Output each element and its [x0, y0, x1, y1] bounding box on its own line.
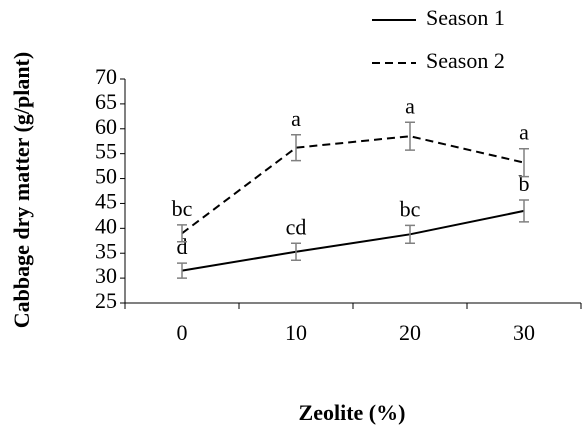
series-line — [181, 135, 525, 235]
y-axis-title: Cabbage dry matter (g/plant) — [9, 52, 34, 328]
y-tick-label: 40 — [95, 213, 117, 238]
error-bar — [291, 242, 301, 261]
y-tick-label: 30 — [95, 263, 117, 288]
legend-label: Season 1 — [426, 5, 505, 30]
error-bar — [291, 134, 301, 162]
error-bar — [177, 224, 187, 243]
y-tick-label: 60 — [95, 114, 117, 139]
y-tick-label: 45 — [95, 188, 117, 213]
significance-letter: d — [177, 234, 188, 259]
error-bar — [519, 199, 529, 223]
y-tick-label: 55 — [95, 139, 117, 164]
significance-letter: bc — [172, 196, 193, 221]
error-bar — [405, 224, 415, 245]
error-bar — [405, 121, 415, 151]
significance-letter: cd — [286, 214, 307, 239]
x-tick-label: 30 — [513, 320, 535, 345]
significance-letter: a — [519, 120, 529, 145]
significance-letter: b — [519, 171, 530, 196]
y-tick-label: 50 — [95, 164, 117, 189]
x-axis-title: Zeolite (%) — [299, 400, 406, 425]
y-tick-label: 65 — [95, 89, 117, 114]
y-tick-label: 70 — [95, 64, 117, 89]
error-bar — [177, 262, 187, 279]
legend-label: Season 2 — [426, 48, 505, 73]
series-line — [181, 209, 525, 272]
significance-letter: a — [291, 106, 301, 131]
significance-letter: bc — [400, 196, 421, 221]
significance-letter: a — [405, 93, 415, 118]
error-bar — [519, 147, 529, 178]
y-tick-label: 35 — [95, 238, 117, 263]
x-tick-label: 0 — [177, 320, 188, 345]
x-tick-label: 10 — [285, 320, 307, 345]
x-tick-label: 20 — [399, 320, 421, 345]
y-tick-label: 25 — [95, 288, 117, 313]
